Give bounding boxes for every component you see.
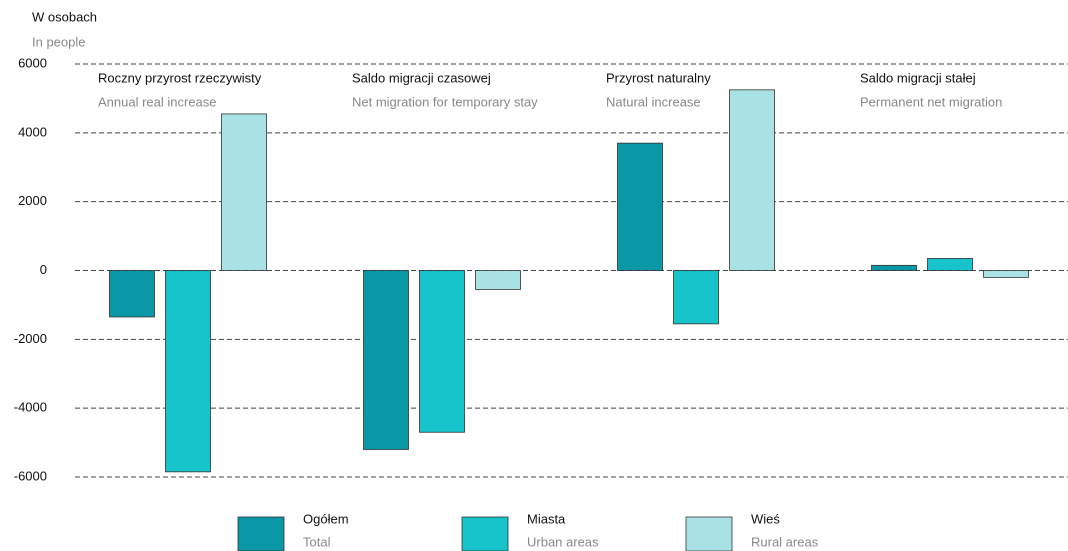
bar xyxy=(927,258,973,271)
bar xyxy=(221,113,267,271)
bar xyxy=(475,270,521,290)
legend-swatch xyxy=(237,516,285,551)
bar xyxy=(617,142,663,271)
y-tick-label: 6000 xyxy=(18,55,47,70)
bar xyxy=(983,270,1029,278)
legend-swatch xyxy=(685,516,733,551)
legend-label: Miasta xyxy=(527,511,566,526)
y-tick-label: 4000 xyxy=(18,124,47,139)
bar xyxy=(419,270,465,433)
y-tick-label: 0 xyxy=(40,262,47,277)
legend-label: Ogółem xyxy=(303,511,349,526)
category-label: Przyrost naturalny xyxy=(606,70,711,85)
legend-label: Wieś xyxy=(751,511,780,526)
category-label: Saldo migracji czasowej xyxy=(352,70,491,85)
y-tick-label: 2000 xyxy=(18,193,47,208)
legend-swatch xyxy=(461,516,509,551)
legend-label-en: Rural areas xyxy=(751,534,819,549)
y-tick-label: -2000 xyxy=(14,331,47,346)
bar xyxy=(109,270,155,318)
y-tick-label: -4000 xyxy=(14,400,47,415)
bar xyxy=(673,270,719,325)
y-axis-title-en: In people xyxy=(32,34,86,49)
category-label: Roczny przyrost rzeczywisty xyxy=(98,70,262,85)
category-label-en: Net migration for temporary stay xyxy=(352,94,538,109)
category-label-en: Annual real increase xyxy=(98,94,217,109)
category-label-en: Natural increase xyxy=(606,94,701,109)
bar xyxy=(165,270,211,473)
y-axis-title: W osobach xyxy=(32,9,97,24)
category-label-en: Permanent net migration xyxy=(860,94,1002,109)
y-tick-label: -6000 xyxy=(14,468,47,483)
legend-label-en: Total xyxy=(303,534,331,549)
category-label: Saldo migracji stałej xyxy=(860,70,976,85)
bar xyxy=(363,270,409,450)
bar xyxy=(729,89,775,271)
legend-label-en: Urban areas xyxy=(527,534,599,549)
bar xyxy=(871,264,917,271)
